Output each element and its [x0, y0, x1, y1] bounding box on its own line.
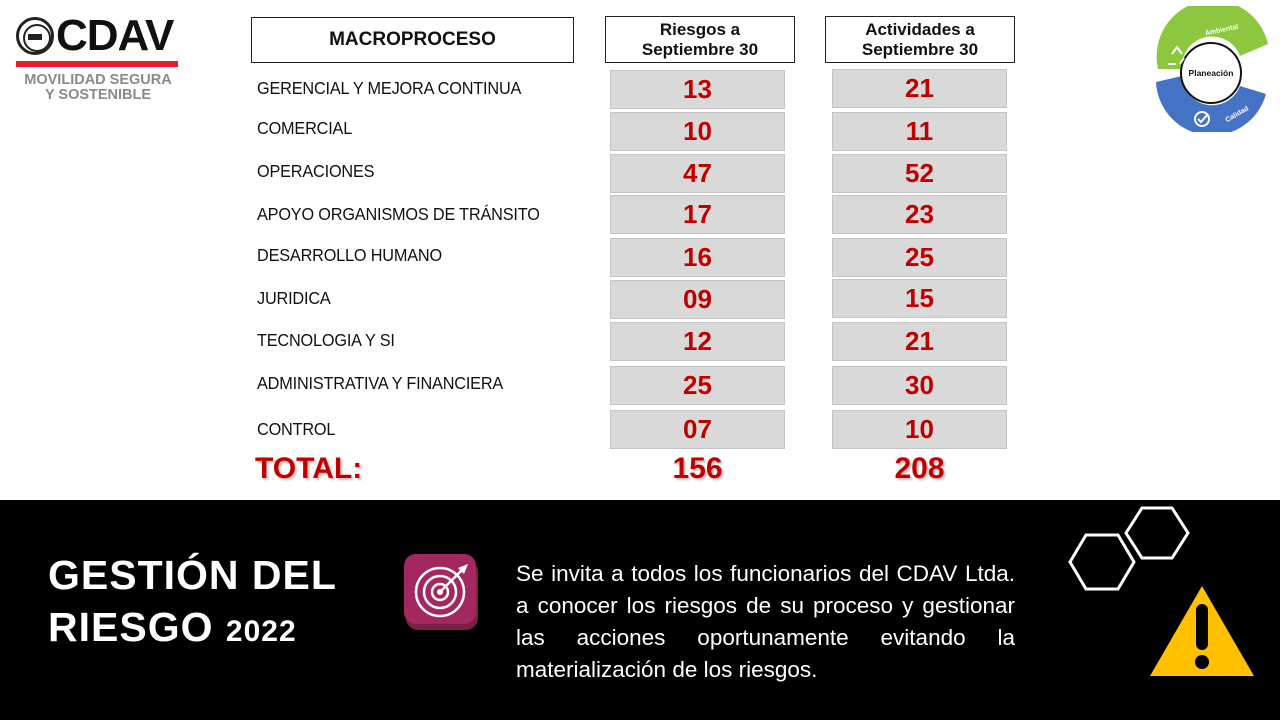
- riesgos-cell: 07: [610, 410, 785, 449]
- header-riesgos-line-1: Riesgos a: [659, 19, 741, 39]
- cycle-center-label: Planeación: [1189, 68, 1234, 78]
- actividades-cell: 52: [832, 154, 1007, 193]
- actividades-cell: 21: [832, 69, 1007, 108]
- riesgos-cell: 13: [610, 70, 785, 109]
- hexagons-icon: [1068, 503, 1194, 599]
- riesgos-cell: 16: [610, 238, 785, 277]
- logo-red-bar: [16, 61, 178, 67]
- actividades-cell: 11: [832, 112, 1007, 151]
- riesgos-cell: 25: [610, 366, 785, 405]
- riesgos-cell: 47: [610, 154, 785, 193]
- total-actividades: 208: [894, 452, 945, 485]
- check-circle-icon: [1194, 111, 1210, 127]
- footer-title-line-2: RIESGO: [48, 604, 214, 650]
- total-label: TOTAL:: [255, 452, 363, 485]
- actividades-cell: 23: [832, 195, 1007, 234]
- footer-band: [0, 500, 1280, 720]
- riesgos-cell: 17: [610, 195, 785, 234]
- riesgos-cell: 09: [610, 280, 785, 319]
- target-icon: [402, 552, 482, 632]
- footer-title-line-1: GESTIÓN DEL: [48, 552, 337, 598]
- cdav-logo: CDAV MOVILIDAD SEGURA Y SOSTENIBLE: [16, 11, 182, 103]
- actividades-cell: 10: [832, 410, 1007, 449]
- actividades-cell: 30: [832, 366, 1007, 405]
- row-label: GERENCIAL Y MEJORA CONTINUA: [257, 78, 522, 98]
- row-label: DESARROLLO HUMANO: [257, 245, 442, 265]
- footer-message: Se invita a todos los funcionarios del C…: [516, 561, 1015, 682]
- riesgos-cell: 10: [610, 112, 785, 151]
- recycle-icon: [1168, 45, 1185, 65]
- cdav-emblem-icon: [16, 17, 54, 55]
- warning-icon: [1148, 584, 1256, 680]
- planning-cycle-graphic: Planeación Ambiental Calidad: [1150, 0, 1274, 136]
- header-macroproceso: MACROPROCESO: [251, 17, 574, 63]
- riesgos-cell: 12: [610, 322, 785, 361]
- footer-year: 2022: [225, 615, 297, 648]
- actividades-cell: 15: [832, 279, 1007, 318]
- row-label: TECNOLOGIA Y SI: [257, 330, 395, 350]
- header-actividades-line-1: Actividades a: [865, 19, 975, 39]
- actividades-cell: 25: [832, 238, 1007, 277]
- header-actividades-line-2: Septiembre 30: [861, 39, 979, 59]
- footer-title: GESTIÓN DEL RIESGO 2022: [48, 549, 337, 658]
- header-actividades: Actividades a Septiembre 30: [825, 16, 1015, 63]
- row-label: ADMINISTRATIVA Y FINANCIERA: [257, 373, 504, 393]
- actividades-cell: 21: [832, 322, 1007, 361]
- row-label: JURIDICA: [257, 288, 331, 308]
- tagline-line-2: Y SOSTENIBLE: [44, 87, 152, 103]
- header-riesgos-line-2: Septiembre 30: [641, 39, 759, 59]
- row-label: APOYO ORGANISMOS DE TRÁNSITO: [257, 204, 540, 224]
- row-label: COMERCIAL: [257, 118, 353, 138]
- header-riesgos: Riesgos a Septiembre 30: [605, 16, 795, 63]
- logo-wordmark: CDAV: [56, 11, 174, 60]
- tagline-line-1: MOVILIDAD SEGURA: [24, 72, 172, 88]
- logo-tagline: MOVILIDAD SEGURA Y SOSTENIBLE: [16, 73, 180, 103]
- row-label: CONTROL: [257, 419, 336, 439]
- row-label: OPERACIONES: [257, 161, 375, 181]
- total-riesgos: 156: [672, 452, 723, 485]
